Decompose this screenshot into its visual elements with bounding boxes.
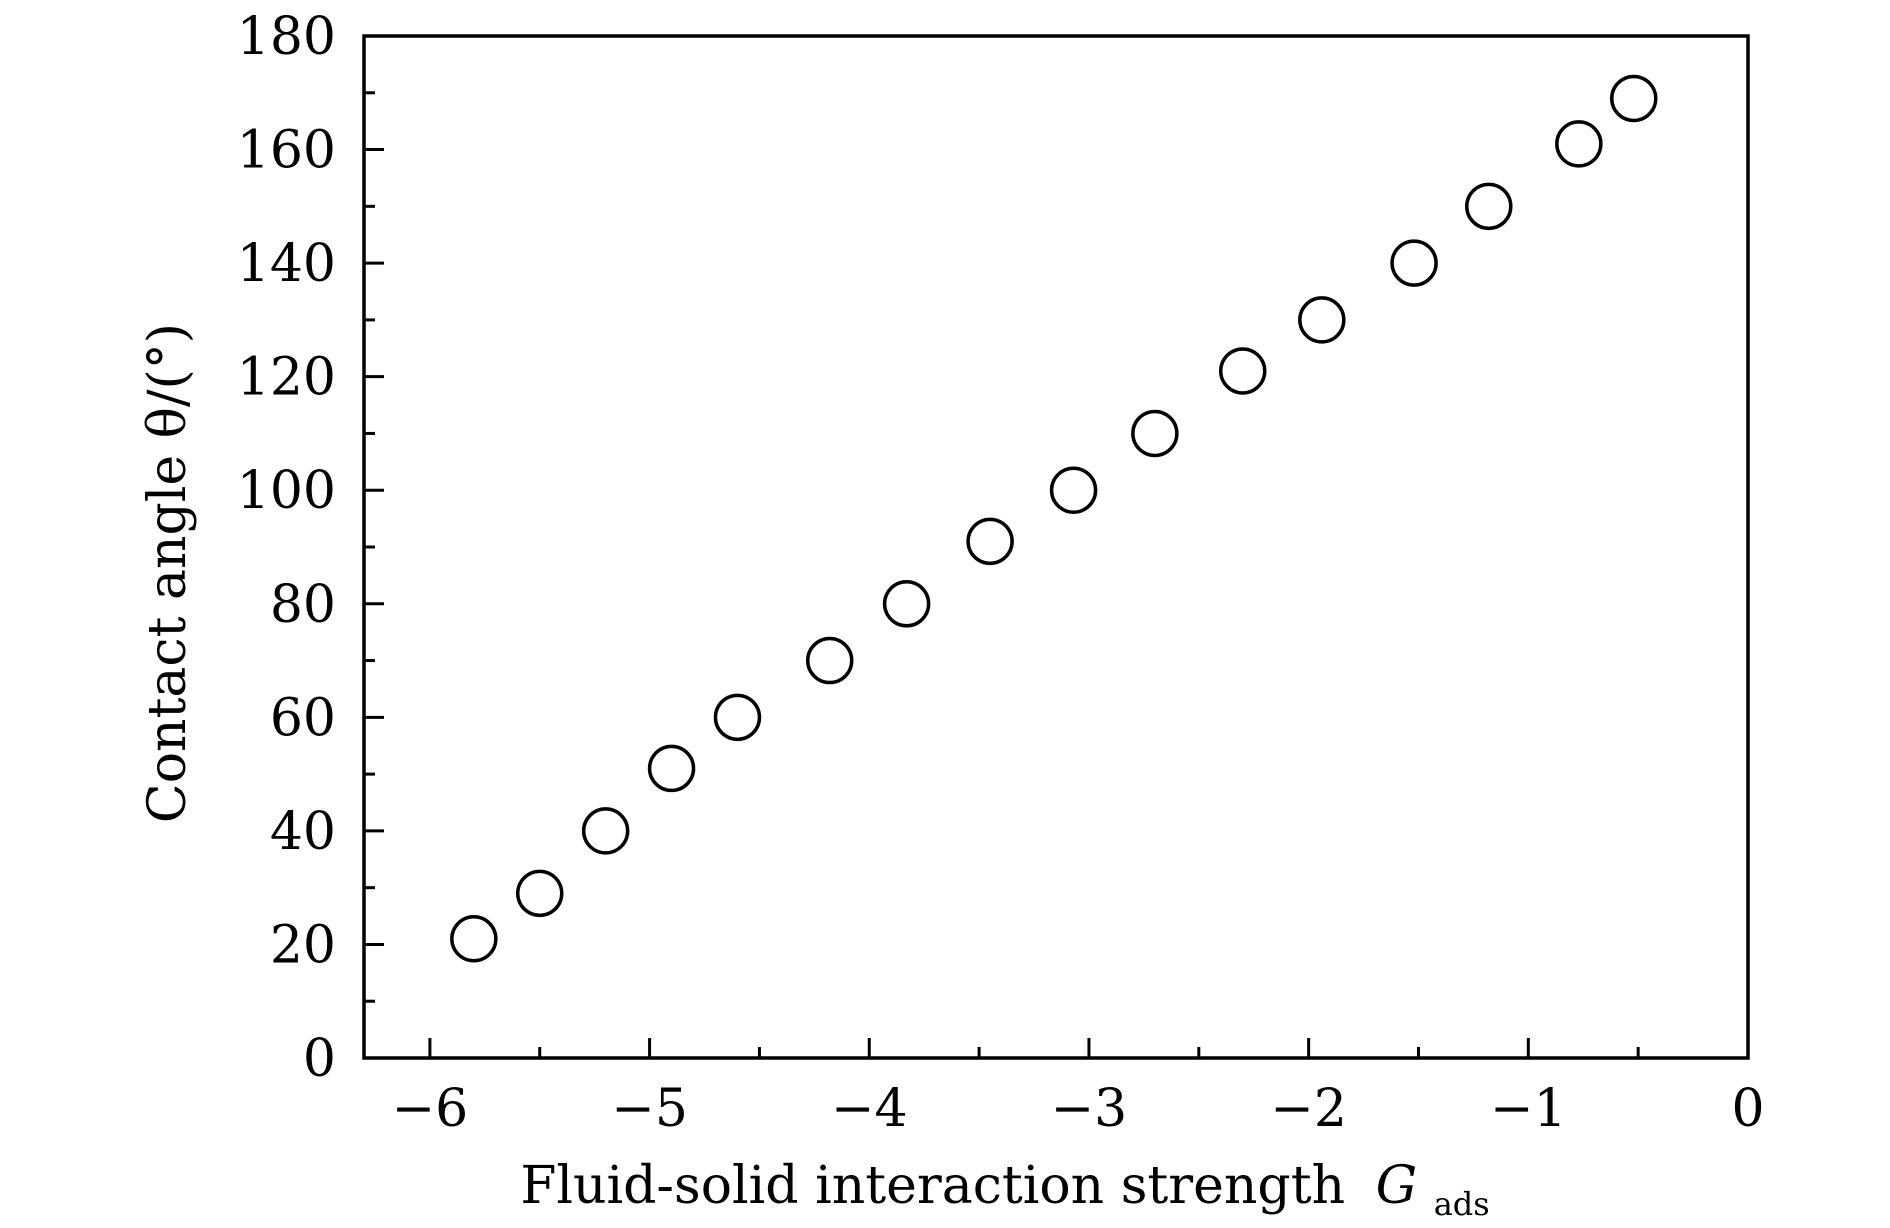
data-point xyxy=(581,807,630,855)
data-point xyxy=(882,580,931,628)
data-point xyxy=(1555,120,1603,168)
plot-area: −6 −5 −4 −3 −2 −1 0 0 20 40 60 80 100 120 140 160 180 xyxy=(237,7,1765,1139)
x-axis-title-symbol: G xyxy=(1376,1156,1418,1216)
x-axis-title: Fluid-solid interaction strength G ads xyxy=(520,1156,1489,1223)
x-tick-label: −1 xyxy=(1490,1079,1567,1139)
data-point xyxy=(1390,239,1438,287)
data-point xyxy=(1298,296,1346,344)
data-point xyxy=(1218,347,1267,395)
x-axis-title-subscript: ads xyxy=(1434,1185,1490,1223)
y-tick-label: 140 xyxy=(237,234,336,294)
y-axis-title: Contact angle θ/(°) xyxy=(138,323,198,823)
y-tick-label: 180 xyxy=(237,7,336,67)
plot-frame xyxy=(362,34,1750,1060)
data-point xyxy=(805,636,854,685)
data-point xyxy=(1049,466,1098,514)
y-tick-label: 20 xyxy=(270,915,336,975)
data-point xyxy=(966,517,1014,566)
data-point xyxy=(515,869,564,918)
data-point xyxy=(450,915,498,963)
x-tick-label: −5 xyxy=(611,1079,688,1139)
y-tick-label: 100 xyxy=(237,461,336,521)
x-axis-title-text: Fluid-solid interaction strength xyxy=(520,1156,1345,1216)
x-tick-label: 0 xyxy=(1731,1079,1764,1139)
y-tick-label: 0 xyxy=(303,1029,336,1089)
y-tick-label: 40 xyxy=(270,802,336,862)
x-tick-label: −6 xyxy=(392,1079,469,1139)
data-point xyxy=(1465,182,1513,231)
y-tick-label: 80 xyxy=(270,575,336,635)
data-point xyxy=(1610,74,1658,123)
data-point xyxy=(647,744,696,793)
y-tick-label: 120 xyxy=(237,348,336,408)
data-point xyxy=(1131,409,1179,458)
x-tick-label: −3 xyxy=(1051,1079,1128,1139)
x-tick-label: −4 xyxy=(831,1079,908,1139)
y-tick-label: 60 xyxy=(270,688,336,748)
data-point xyxy=(713,693,762,742)
x-tick-label: −2 xyxy=(1270,1079,1347,1139)
y-tick-label: 160 xyxy=(237,121,336,181)
